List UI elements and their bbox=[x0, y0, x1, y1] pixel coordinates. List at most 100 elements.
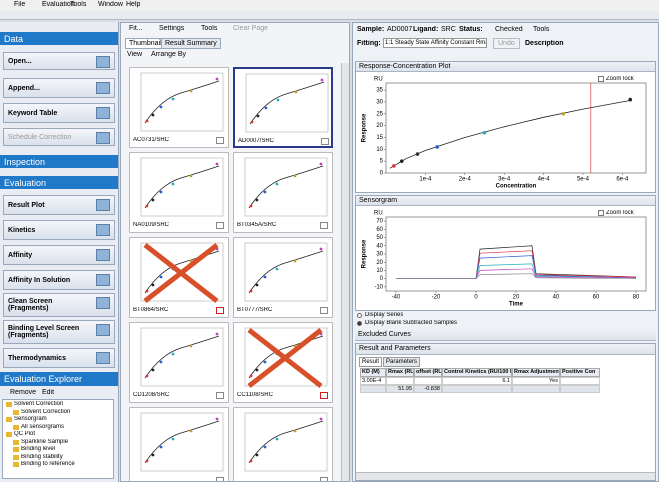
button[interactable]: Append... bbox=[3, 78, 115, 98]
thumbnail[interactable] bbox=[129, 407, 229, 481]
tree: Solvent Correction Solvent Correction Sens… bbox=[2, 399, 114, 479]
toolbar-item[interactable]: Fit... bbox=[129, 25, 143, 32]
button[interactable]: Undo bbox=[493, 38, 520, 49]
button[interactable]: Affinity bbox=[3, 245, 115, 265]
section-header[interactable]: Evaluation bbox=[0, 176, 118, 189]
button-icon bbox=[96, 56, 110, 68]
button[interactable]: Schedule Correction bbox=[3, 128, 115, 146]
button[interactable]: Kinetics bbox=[3, 220, 115, 240]
data-point bbox=[482, 130, 487, 135]
fit-curve bbox=[144, 165, 220, 209]
radio[interactable] bbox=[357, 313, 362, 318]
status-icon bbox=[216, 392, 224, 399]
button-icon bbox=[96, 224, 110, 236]
menu-item[interactable]: File bbox=[14, 1, 26, 8]
button[interactable]: Open... bbox=[3, 52, 115, 70]
button[interactable]: Result Plot bbox=[3, 195, 115, 215]
header-field[interactable]: AD0007 bbox=[387, 26, 413, 33]
thumbnail[interactable] bbox=[233, 407, 333, 481]
tool-button[interactable]: Edit bbox=[42, 389, 55, 396]
thumbnail-plot bbox=[244, 412, 328, 472]
radio[interactable] bbox=[357, 321, 362, 326]
tree-item[interactable]: Binding stability bbox=[21, 453, 63, 460]
section-header[interactable]: Inspection bbox=[0, 155, 118, 168]
thumbnail-plot bbox=[140, 157, 224, 217]
fit-curve bbox=[389, 100, 631, 169]
y-axis-label: Response bbox=[362, 113, 368, 142]
fit-curve bbox=[248, 165, 324, 209]
menu-item[interactable]: Tools bbox=[70, 1, 87, 8]
tree-item[interactable]: All sensorgrams bbox=[21, 423, 65, 430]
status-icon bbox=[216, 307, 224, 314]
menu-item[interactable]: Window bbox=[98, 1, 123, 8]
tree-icon bbox=[13, 424, 19, 430]
y-tick-label: 50 bbox=[376, 235, 383, 241]
button-icon bbox=[96, 107, 110, 119]
button[interactable]: Clean Screen (Fragments) bbox=[3, 293, 115, 317]
zoom-lock[interactable]: Zoom lock bbox=[606, 76, 634, 82]
thumbnail-label: BT0864/SRC bbox=[133, 307, 169, 313]
header-field: Status: bbox=[459, 26, 483, 33]
tree-item[interactable]: Sensorgram bbox=[14, 416, 47, 422]
button[interactable]: Affinity In Solution bbox=[3, 270, 115, 290]
thumbnail[interactable]: BT0345A/SRC bbox=[233, 152, 333, 233]
right-panel: Sample: AD0007 Ligand: SRC Status: Checked Too… bbox=[352, 22, 659, 482]
checkbox[interactable] bbox=[598, 210, 604, 216]
button[interactable]: Thermodynamics bbox=[3, 348, 115, 368]
thumbnail[interactable]: AD0007/SRC bbox=[233, 67, 333, 148]
thumb-point bbox=[319, 162, 323, 166]
thumbnail[interactable]: CC1108/SRC bbox=[233, 322, 333, 403]
thumbnail[interactable]: BT0777/SRC bbox=[233, 237, 333, 318]
tab[interactable]: Result Summary bbox=[161, 38, 221, 49]
menu-item[interactable]: Help bbox=[126, 1, 141, 8]
tree-icon bbox=[13, 439, 19, 445]
thumb-point bbox=[255, 453, 259, 457]
tree-item[interactable]: Solvent Correction bbox=[14, 401, 64, 407]
dropdown[interactable]: View bbox=[127, 51, 143, 58]
thumb-point bbox=[189, 89, 193, 93]
zoom-lock[interactable]: Zoom lock bbox=[606, 210, 634, 216]
button[interactable]: Keyword Table bbox=[3, 103, 115, 123]
tree-item[interactable]: Binding to reference bbox=[21, 461, 75, 467]
option-label[interactable]: Display Series bbox=[365, 312, 404, 318]
thumbnail[interactable]: NA0109/SRC bbox=[129, 152, 229, 233]
thumb-point bbox=[293, 429, 297, 433]
tree-item[interactable]: Solvent Correction bbox=[21, 408, 71, 415]
toolbar-item[interactable]: Settings bbox=[159, 25, 185, 32]
menu-item[interactable]: Evaluation bbox=[42, 1, 75, 8]
thumbnail[interactable]: BT0864/SRC bbox=[129, 237, 229, 318]
tree-item[interactable]: QC Plot bbox=[14, 431, 36, 437]
tab[interactable]: Result bbox=[359, 357, 383, 367]
tree-item[interactable]: Sparkline Sample bbox=[21, 438, 69, 445]
button-label: Append... bbox=[8, 84, 40, 92]
y-tick-label: 15 bbox=[376, 135, 383, 141]
header-field[interactable]: Tools bbox=[533, 26, 550, 33]
tree-item[interactable]: Binding level bbox=[21, 446, 56, 452]
toolbar-item[interactable]: Clear Page bbox=[233, 25, 269, 32]
dropdown[interactable]: 1:1 Steady State Affinity Constant Rmax bbox=[383, 38, 487, 48]
dropdown[interactable]: Arrange By bbox=[151, 51, 187, 58]
status-icon bbox=[320, 222, 328, 229]
tab[interactable]: Parameters bbox=[383, 357, 421, 367]
button-label: Keyword Table bbox=[8, 109, 58, 117]
status-icon bbox=[216, 477, 224, 481]
checkbox[interactable] bbox=[598, 76, 604, 82]
thumbnail[interactable]: CD1208/SRC bbox=[129, 322, 229, 403]
button-label: Result Plot bbox=[8, 201, 45, 209]
table-cell bbox=[442, 377, 512, 385]
toolbar-item[interactable]: Tools bbox=[201, 25, 218, 32]
tool-button[interactable]: Remove bbox=[10, 389, 37, 396]
thumbnail-plot bbox=[140, 327, 224, 387]
section-header[interactable]: Data bbox=[0, 32, 118, 45]
option-label[interactable]: Display Blank Subtracted Samples bbox=[365, 320, 458, 326]
plot-frame bbox=[140, 157, 224, 217]
header-field[interactable]: SRC bbox=[441, 26, 456, 33]
thumbnail-plot bbox=[140, 72, 224, 132]
section-title[interactable]: Excluded Curves bbox=[355, 330, 656, 341]
section-header[interactable]: Evaluation Explorer bbox=[0, 372, 118, 386]
thumbnail[interactable]: AC0731/SRC bbox=[129, 67, 229, 148]
header-field[interactable]: Checked bbox=[495, 26, 523, 33]
thumb-point bbox=[276, 98, 280, 102]
button-icon bbox=[96, 132, 110, 144]
button[interactable]: Binding Level Screen (Fragments) bbox=[3, 320, 115, 344]
